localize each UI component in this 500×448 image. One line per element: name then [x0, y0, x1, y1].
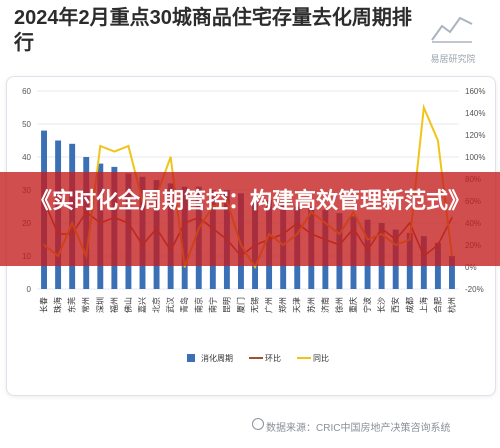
x-tick-label: 厦门 [235, 297, 245, 313]
legend-swatch [187, 354, 195, 362]
x-tick-label: 苏州 [306, 297, 316, 313]
x-tick-label: 上海 [418, 297, 428, 313]
x-tick-label: 杭州 [446, 297, 456, 313]
x-tick-label: 深圳 [95, 297, 105, 313]
y-right-tick-label: -20% [465, 285, 484, 294]
data-source: 数据来源：CRIC中国房地产决策咨询系统 [266, 423, 451, 434]
y-left-tick-label: 40 [22, 153, 31, 162]
legend-label: 环比 [265, 353, 281, 363]
x-tick-label: 天津 [292, 297, 302, 313]
logo-icon [431, 16, 473, 43]
data-point [183, 266, 186, 268]
y-right-tick-label: 140% [465, 109, 485, 118]
y-left-tick-label: 50 [22, 120, 31, 129]
x-tick-label: 合肥 [432, 297, 442, 313]
x-tick-label: 成都 [404, 297, 414, 313]
x-tick-label: 济南 [320, 297, 330, 313]
x-tick-label: 常州 [82, 297, 91, 313]
legend-label: 同比 [313, 353, 329, 363]
data-point [423, 106, 425, 109]
legend-label: 消化周期 [201, 353, 233, 363]
x-tick-label: 郑州 [278, 297, 288, 313]
x-tick-label: 东莞 [67, 297, 77, 313]
y-right-tick-label: 120% [465, 131, 485, 140]
x-tick-label: 长春 [39, 297, 49, 313]
data-point [99, 145, 102, 147]
bar [449, 256, 455, 289]
overlay-banner [0, 172, 500, 266]
x-tick-label: 广州 [264, 297, 274, 313]
x-tick-label: 嘉兴 [137, 297, 147, 313]
info-icon [252, 418, 264, 430]
x-tick-label: 武汉 [165, 297, 175, 313]
x-tick-label: 福州 [110, 297, 119, 313]
x-tick-label: 佛山 [123, 297, 133, 313]
data-point [113, 150, 116, 153]
x-tick-label: 北京 [151, 297, 161, 313]
data-point [437, 139, 439, 142]
logo-text: 易居研究院 [430, 54, 476, 64]
x-tick-label: 西安 [390, 297, 400, 313]
page-title: 2024年2月重点30城商品住宅存量去化周期排行 [14, 7, 412, 54]
y-left-tick-label: 0 [27, 285, 32, 294]
x-tick-label: 重庆 [348, 297, 358, 313]
x-tick-label: 南京 [193, 297, 203, 313]
x-tick-label: 宁波 [362, 297, 372, 313]
data-point [169, 156, 172, 158]
data-point [254, 266, 256, 268]
banner-headline: 《实时化全周期管控：构建高效管理新范式》 [29, 188, 470, 213]
y-right-tick-label: 100% [465, 153, 485, 162]
y-right-tick-label: 0% [465, 263, 477, 272]
x-tick-label: 无锡 [251, 297, 260, 313]
x-tick-label: 昆明 [222, 297, 231, 313]
y-left-tick-label: 60 [22, 87, 31, 96]
y-right-tick-label: 160% [465, 87, 485, 96]
x-tick-label: 徐州 [334, 297, 344, 313]
data-point [127, 145, 130, 147]
x-tick-label: 青岛 [179, 297, 189, 313]
x-tick-label: 珠海 [53, 297, 63, 313]
x-tick-label: 长沙 [376, 297, 386, 313]
x-tick-label: 南宁 [207, 297, 217, 313]
